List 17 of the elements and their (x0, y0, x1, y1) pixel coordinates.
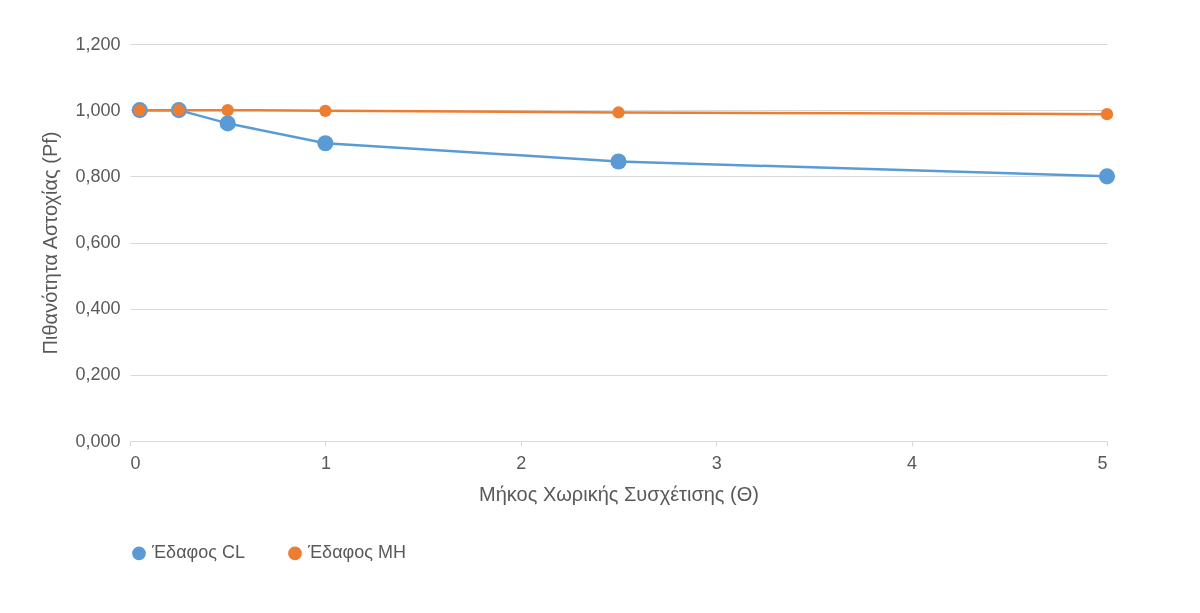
x-axis-title: Μήκος Χωρικής Συσχέτισης (Θ) (479, 482, 759, 505)
y-tick-label: 1,000 (75, 99, 121, 120)
x-tick-label: 5 (1097, 452, 1108, 473)
y-tick-label: 1,200 (75, 33, 121, 54)
y-tick-label: 0,400 (75, 298, 121, 319)
x-tick-label: 1 (320, 452, 331, 473)
y-tick-label: 0,600 (75, 232, 121, 252)
x-tick-label: 4 (907, 452, 918, 473)
x-tick-label: 0 (130, 452, 141, 473)
legend-label: Έδαφος CL (151, 542, 245, 563)
legend-label: Έδαφος MH (307, 542, 406, 563)
y-tick-label: 0,800 (75, 165, 121, 186)
y-axis-title: Πιθανότητα Αστοχίας (Pf) (39, 131, 62, 355)
x-tick-label: 3 (711, 452, 722, 473)
y-tick-label: 0,200 (75, 364, 121, 385)
y-tick-label: 0,000 (75, 430, 121, 451)
x-tick-label: 2 (516, 452, 527, 473)
